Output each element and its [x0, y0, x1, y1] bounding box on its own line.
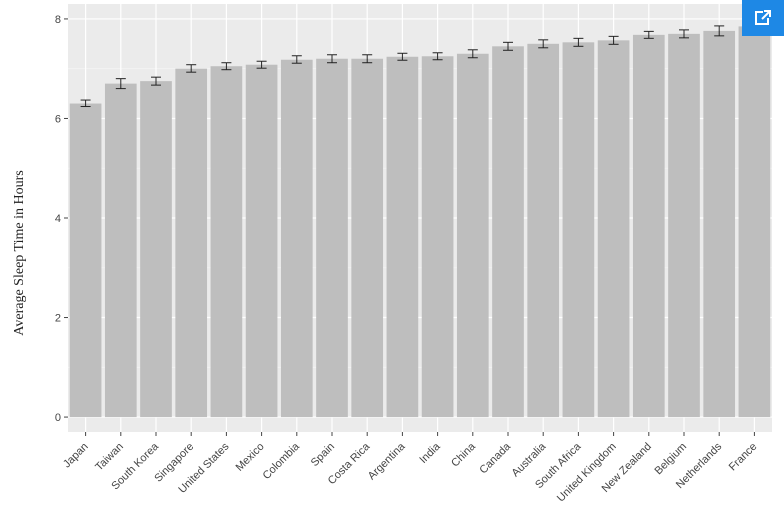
y-tick-label: 6 [55, 113, 61, 125]
bar [175, 68, 208, 418]
bar [456, 53, 489, 418]
error-bar [643, 30, 654, 39]
error-bar [714, 25, 725, 37]
error-bar [538, 39, 549, 49]
bar [245, 64, 278, 418]
y-tick-label: 0 [55, 412, 61, 424]
bar [562, 42, 595, 418]
bar [104, 83, 137, 418]
bar [386, 56, 419, 418]
y-tick-label: 2 [55, 313, 61, 325]
error-bar [80, 99, 91, 108]
error-bar [397, 52, 408, 61]
bar [280, 59, 313, 418]
error-bar [256, 60, 267, 69]
error-bar [608, 35, 619, 45]
error-bars [80, 22, 760, 108]
error-bar [679, 29, 689, 39]
error-bar [503, 41, 513, 51]
error-bar [221, 62, 232, 71]
x-tick-label: Spain [309, 441, 337, 469]
x-tick-label: Taiwan [93, 441, 126, 474]
bar [668, 33, 700, 418]
bar [210, 66, 243, 418]
error-bar [573, 37, 584, 47]
bar [140, 81, 172, 418]
x-tick-label: Mexico [234, 441, 267, 474]
y-tick-label: 8 [55, 14, 61, 26]
bar [527, 43, 560, 418]
bar [421, 56, 454, 418]
open-in-new-icon [755, 10, 771, 25]
error-bar [362, 54, 373, 64]
error-bar [186, 64, 197, 73]
x-tick-label: Japan [61, 441, 91, 471]
error-bar [291, 55, 302, 64]
y-tick-label: 4 [55, 213, 61, 225]
error-bar [327, 54, 337, 64]
x-tick-label: Argentina [366, 440, 408, 482]
y-axis-ticks: 0 2 4 6 8 [55, 14, 68, 424]
bars [69, 26, 771, 418]
bar [69, 103, 102, 418]
bar [351, 58, 384, 418]
bar [316, 58, 348, 418]
x-tick-label: France [727, 441, 760, 474]
bar [703, 30, 736, 418]
x-tick-label: Colombia [261, 440, 303, 482]
bar [632, 34, 665, 418]
bar [597, 40, 630, 418]
error-bar [151, 76, 161, 86]
expand-button[interactable] [742, 0, 784, 36]
error-bar [432, 52, 443, 61]
bar [738, 26, 771, 418]
y-axis-label: Average Sleep Time in Hours [12, 170, 27, 335]
error-bar [467, 49, 478, 59]
x-tick-label: India [417, 440, 443, 466]
x-tick-label: China [449, 440, 478, 469]
bar [492, 46, 524, 418]
error-bar [115, 78, 126, 90]
